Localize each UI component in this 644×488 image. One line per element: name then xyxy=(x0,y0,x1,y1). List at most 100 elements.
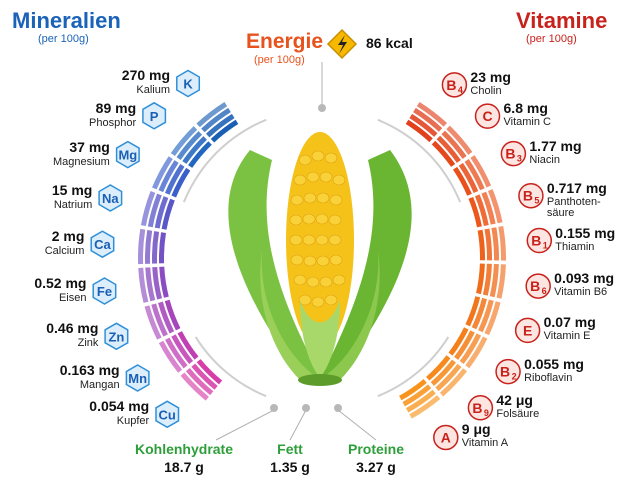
vitamin-band-e xyxy=(484,301,501,336)
vitamin-symbol: B xyxy=(500,364,510,380)
vitamin-amount: 0.155 mg xyxy=(555,224,616,241)
mineral-band-k xyxy=(210,119,239,143)
vitamin-amount: 42 μg xyxy=(496,391,533,408)
mineral-band-mn xyxy=(171,334,194,365)
vitamin-name: Cholin xyxy=(470,84,502,97)
vitamin-band-e xyxy=(478,299,494,333)
mineral-amount: 0.054 mg xyxy=(89,398,150,415)
vitamin-symbol: B xyxy=(530,278,540,294)
vitamin-band-b4 xyxy=(405,119,433,143)
vitamin-subscript: 3 xyxy=(517,154,522,164)
vitamin-name: Panthoten-säure xyxy=(546,195,601,219)
mineral-band-zn xyxy=(158,301,175,334)
mineral-band-fe xyxy=(159,266,169,298)
vitamin-band-a xyxy=(402,384,432,407)
macro-amount: 3.27 g xyxy=(356,459,396,475)
mineral-band-zn xyxy=(164,299,181,331)
vitamin-subscript: 9 xyxy=(484,408,489,418)
mineral-badge-cu xyxy=(155,400,180,429)
mineral-band-mn xyxy=(165,337,188,369)
mineral-name: Magnesium xyxy=(52,155,110,168)
mineral-band-mg xyxy=(158,160,179,193)
vitamin-symbol: E xyxy=(523,322,532,338)
mineral-band-cu xyxy=(191,363,218,390)
mineral-band-zn xyxy=(144,305,162,340)
vitamin-subscript: 2 xyxy=(512,372,517,382)
minerals-per: (per 100g) xyxy=(38,33,89,45)
vitamin-badge-b2 xyxy=(495,358,521,385)
mineral-band-mn xyxy=(177,331,199,360)
macro-amount: 1.35 g xyxy=(270,459,310,475)
mineral-band-mn xyxy=(158,340,183,373)
mineral-band-p xyxy=(188,141,212,168)
vitamin-band-b3 xyxy=(470,155,492,188)
mineral-band-fe xyxy=(152,266,162,300)
vitamin-band-c xyxy=(431,140,456,167)
vitamin-symbol: B xyxy=(446,77,456,93)
vitamin-band-b6 xyxy=(496,264,506,299)
vitamin-symbol: B xyxy=(531,233,541,249)
vitamin-subscript: 5 xyxy=(534,196,539,206)
vitamin-band-e xyxy=(471,297,487,330)
mineral-band-k xyxy=(201,107,231,133)
mineral-badge-mn xyxy=(125,364,150,392)
vitamin-badge-b9 xyxy=(467,395,494,421)
vitamin-subscript: 4 xyxy=(458,85,463,95)
mineral-badge-ca xyxy=(90,230,115,259)
vitamin-symbol: C xyxy=(482,108,492,124)
vitamin-badge-e xyxy=(514,317,541,344)
macro-pin-line xyxy=(289,409,307,441)
mineral-symbol-p: P xyxy=(150,109,159,124)
mineral-name: Calcium xyxy=(44,245,85,258)
vitamin-amount: 0.055 mg xyxy=(524,355,584,372)
mineral-name: Mangan xyxy=(79,379,120,392)
macro-label: Kohlenhydrate xyxy=(134,441,233,457)
mineral-symbol-ca: Ca xyxy=(94,237,111,252)
vitamin-band-b6 xyxy=(482,263,492,296)
vitamins-per: (per 100g) xyxy=(526,33,577,45)
energy-value: 86 kcal xyxy=(366,35,413,51)
mineral-band-fe xyxy=(138,267,149,303)
vitamin-symbol: B xyxy=(523,188,533,204)
vitamin-band-b2 xyxy=(465,336,488,369)
mineral-badge-p xyxy=(142,101,167,130)
vitamin-amount: 1.77 mg xyxy=(529,137,582,154)
vitamin-badge-b3 xyxy=(500,140,527,167)
vitamin-name: Folsäure xyxy=(496,407,540,420)
vitamin-band-b4 xyxy=(409,113,438,137)
mineral-band-zn xyxy=(151,303,168,337)
macro-pin xyxy=(334,404,342,412)
mineral-amount: 0.163 mg xyxy=(59,362,120,379)
vitamin-band-b5 xyxy=(487,189,503,224)
mineral-name: Eisen xyxy=(58,291,87,304)
vitamin-amount: 0.093 mg xyxy=(554,270,615,287)
mineral-symbol-fe: Fe xyxy=(97,284,112,299)
mineral-badge-mg xyxy=(115,140,140,169)
vitamin-symbol: B xyxy=(472,400,482,416)
mineral-symbol-zn: Zn xyxy=(108,329,124,344)
mineral-badge-fe xyxy=(92,277,117,305)
vitamin-band-b3 xyxy=(452,166,472,196)
mineral-name: Kalium xyxy=(136,84,171,97)
mineral-symbol-na: Na xyxy=(102,191,119,206)
mineral-amount: 0.46 mg xyxy=(46,320,99,337)
mineral-badge-na xyxy=(98,184,123,212)
mineral-band-p xyxy=(170,126,198,156)
vitamin-subscript: 6 xyxy=(542,286,547,296)
mineral-name: Natrium xyxy=(53,199,93,212)
vitamin-band-b1 xyxy=(477,229,485,261)
arc-group xyxy=(138,62,506,441)
mineral-name: Zink xyxy=(77,337,99,350)
vitamin-badge-a xyxy=(433,424,459,451)
mineral-badge-k xyxy=(176,69,201,98)
vitamin-band-b6 xyxy=(489,264,499,298)
mineral-band-cu xyxy=(180,372,209,401)
vitamin-name: Thiamin xyxy=(555,240,595,253)
vitamin-band-b5 xyxy=(468,196,482,228)
mineral-band-k xyxy=(196,101,228,128)
vitamin-band-c xyxy=(436,135,461,163)
mineral-band-p xyxy=(182,136,207,164)
vitamin-band-b1 xyxy=(498,226,506,261)
mineral-symbol-mg: Mg xyxy=(118,148,137,163)
vitamin-band-b2 xyxy=(459,333,482,365)
